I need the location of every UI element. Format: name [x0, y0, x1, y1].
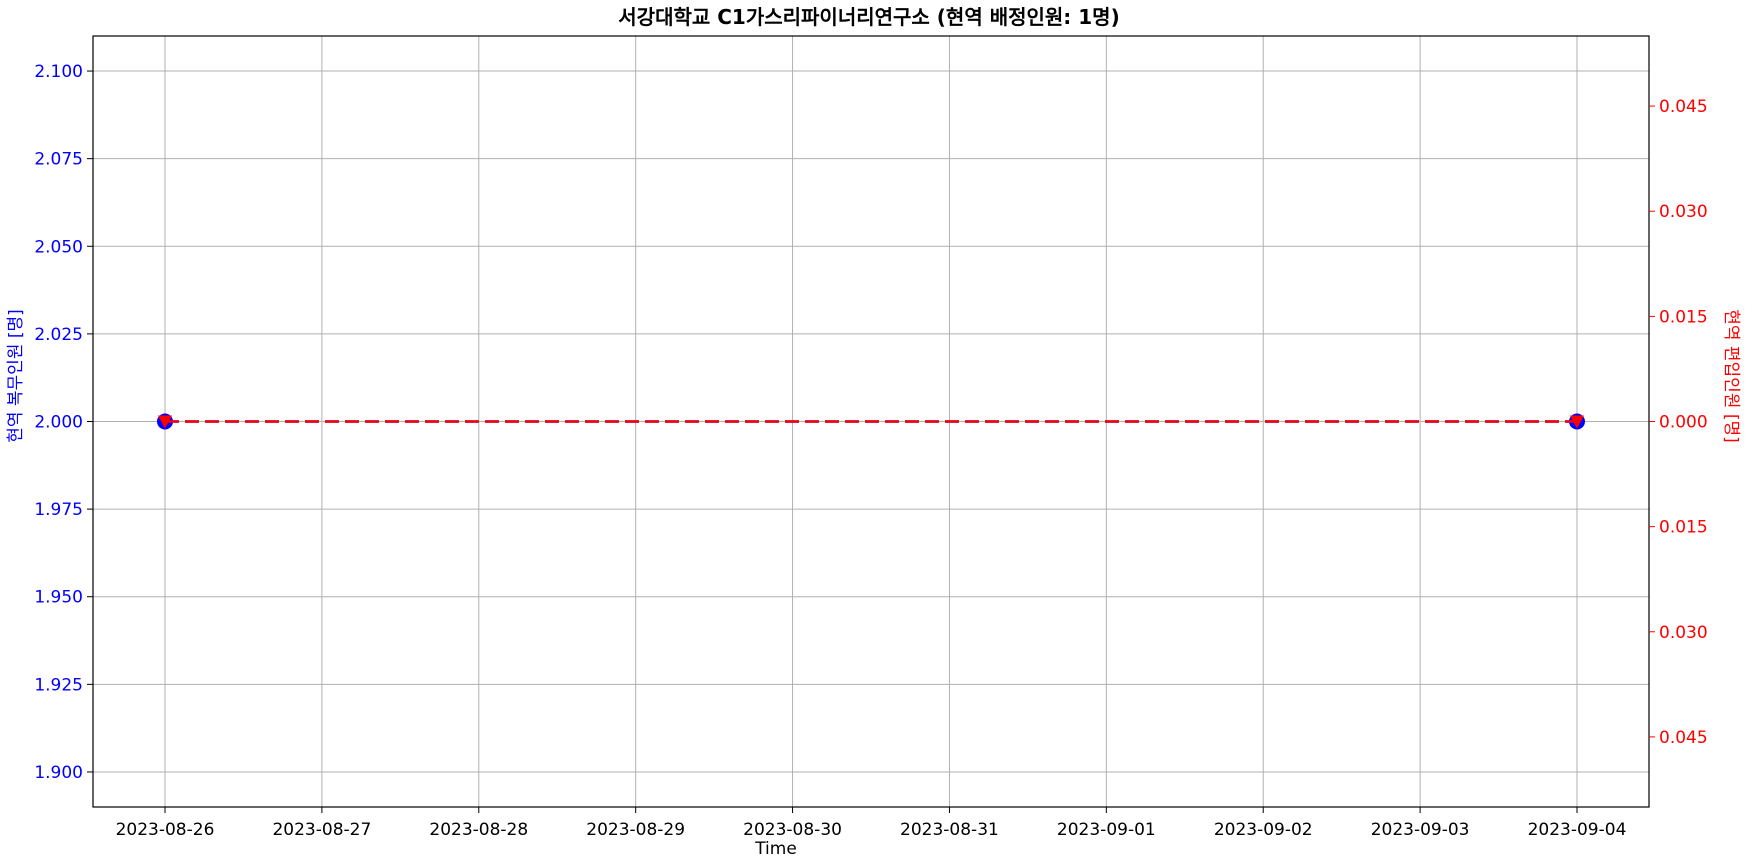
- y-right-tick-label: 0.015: [1659, 307, 1708, 327]
- y-right-tick-label: 0.000: [1659, 413, 1708, 433]
- x-tick-label: 2023-08-30: [743, 820, 842, 840]
- series-point-triangle: [158, 415, 172, 429]
- series-point-triangle: [1570, 415, 1584, 429]
- y-left-tick-label: 1.925: [34, 675, 83, 695]
- y-left-tick-label: 2.100: [34, 62, 83, 82]
- series-layer: [157, 413, 1585, 430]
- chart-title: 서강대학교 C1가스리파이너리연구소 (현역 배정인원: 1명): [618, 5, 1119, 29]
- y-right-tick-label: 0.045: [1659, 97, 1708, 117]
- x-axis-label: Time: [754, 839, 797, 859]
- y-left-tick-label: 2.050: [34, 237, 83, 257]
- x-tick-label: 2023-09-02: [1214, 820, 1313, 840]
- y-right-tick-label: 0.030: [1659, 623, 1708, 643]
- y-right-tick-label: 0.030: [1659, 202, 1708, 222]
- y-left-tick-label: 1.950: [34, 588, 83, 608]
- x-tick-label: 2023-09-03: [1371, 820, 1470, 840]
- y-left-tick-label: 2.000: [34, 413, 83, 433]
- x-tick-label: 2023-09-01: [1057, 820, 1156, 840]
- y-axis-left-label: 현역 복무인원 [명]: [6, 309, 26, 443]
- axis-layer: 2023-08-26 2023-08-27 2023-08-28 2023-08-29…: [34, 62, 1707, 840]
- y-left-tick-label: 2.025: [34, 325, 83, 345]
- x-tick-label: 2023-08-26: [116, 820, 215, 840]
- x-tick-label: 2023-08-31: [900, 820, 999, 840]
- grid-layer: [93, 36, 1649, 807]
- x-tick-label: 2023-09-04: [1528, 820, 1627, 840]
- x-tick-label: 2023-08-28: [429, 820, 528, 840]
- x-tick-label: 2023-08-27: [272, 820, 371, 840]
- y-left-tick-label: 1.975: [34, 500, 83, 520]
- y-left-tick-label: 1.900: [34, 763, 83, 783]
- y-axis-right-label: 현역 편입인원 [명]: [1721, 309, 1741, 443]
- x-tick-label: 2023-08-29: [586, 820, 685, 840]
- y-left-tick-label: 2.075: [34, 150, 83, 170]
- y-right-tick-label: 0.015: [1659, 518, 1708, 538]
- y-right-tick-label: 0.045: [1659, 728, 1708, 748]
